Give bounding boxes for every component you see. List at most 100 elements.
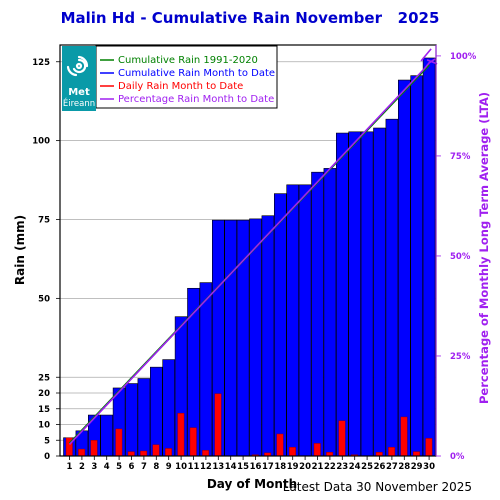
x-tick-label: 28	[398, 462, 410, 472]
y-tick-label: 125	[32, 58, 50, 68]
met-eireann-logo: Met Éireann	[62, 46, 96, 111]
daily-bar-day-30	[425, 438, 433, 457]
x-tick-label: 23	[336, 462, 348, 472]
y-tick-label: 0	[44, 452, 50, 462]
chart-title: Malin Hd - Cumulative Rain November 2025	[60, 9, 440, 27]
x-tick-label: 27	[386, 462, 398, 472]
x-tick-label: 30	[423, 462, 435, 472]
x-tick-label: 20	[299, 462, 311, 472]
legend-label-cumulative: Cumulative Rain Month to Date	[118, 68, 275, 79]
x-tick-label: 10	[175, 462, 187, 472]
legend-box	[95, 45, 278, 109]
daily-bar-day-8	[152, 444, 160, 457]
y-tick-label: 100	[32, 137, 50, 147]
cumulative-bar-day-26	[373, 127, 386, 457]
latest-data-note: Latest Data 30 November 2025	[282, 480, 472, 494]
cumulative-bar-day-21	[311, 171, 324, 457]
x-tick-label: 13	[212, 462, 224, 472]
cumulative-bar-day-4	[100, 414, 113, 457]
legend-label-daily: Daily Rain Month to Date	[118, 81, 243, 92]
cumulative-bar-day-22	[323, 168, 337, 457]
x-tick-label: 2	[79, 462, 85, 472]
x-tick-label: 22	[324, 462, 336, 472]
x-tick-label: 18	[274, 462, 286, 472]
daily-bar-day-5	[115, 428, 123, 457]
daily-bar-day-29	[413, 451, 420, 457]
y-tick-label: 50	[38, 294, 50, 304]
logo-text-met: Met	[68, 87, 90, 98]
x-tick-label: 1	[67, 462, 73, 472]
daily-bar-day-21	[313, 443, 321, 457]
y-tick-label: 25	[38, 373, 50, 383]
daily-bars	[65, 393, 433, 457]
x-tick-label: 25	[361, 462, 373, 472]
x-tick-label: 17	[262, 462, 274, 472]
cumulative-bar-day-19	[286, 184, 300, 457]
cumulative-bar-day-25	[360, 131, 374, 457]
cumulative-bar-day-7	[137, 378, 151, 457]
cumulative-bar-day-14	[224, 219, 237, 457]
x-tick-label: 3	[91, 462, 97, 472]
cumulative-bar-day-30	[422, 57, 436, 457]
y2-tick-label: 75%	[450, 152, 471, 162]
daily-bar-day-11	[189, 427, 197, 457]
x-tick-label: 4	[104, 462, 110, 472]
daily-bar-day-6	[127, 451, 135, 457]
daily-bar-day-18	[276, 433, 284, 457]
daily-bar-day-3	[90, 440, 98, 457]
x-tick-label: 12	[200, 462, 212, 472]
x-tick-label: 29	[411, 462, 423, 472]
daily-bar-day-19	[289, 446, 296, 457]
daily-bar-day-28	[400, 416, 408, 457]
y2-axis-ticks: 0% 25% 50% 75% 100%	[435, 45, 477, 462]
x-tick-label: 26	[374, 462, 386, 472]
cumulative-bar-day-16	[249, 218, 262, 457]
daily-bar-day-9	[164, 448, 172, 457]
x-tick-label: 16	[250, 462, 262, 472]
daily-bar-day-23	[338, 420, 346, 457]
y-tick-label: 75	[38, 216, 50, 226]
legend-label-percentage: Percentage Rain Month to Date	[118, 94, 274, 105]
cumulative-bar-day-9	[162, 359, 175, 457]
daily-bar-day-12	[202, 450, 210, 457]
cumulative-bar-day-27	[385, 118, 399, 457]
y2-axis-label: Percentage of Monthly Long Term Average …	[477, 92, 491, 404]
x-tick-label: 24	[349, 462, 361, 472]
cumulative-bar-day-17	[261, 215, 275, 457]
legend: Cumulative Rain 1991-2020 Cumulative Rai…	[95, 45, 278, 109]
x-tick-label: 11	[188, 462, 200, 472]
x-tick-label: 9	[166, 462, 172, 472]
daily-bar-day-7	[140, 450, 148, 457]
x-tick-label: 7	[141, 462, 147, 472]
y-tick-label: 15	[38, 405, 50, 415]
cumulative-bar-day-23	[335, 132, 349, 457]
cumulative-bars	[63, 57, 436, 457]
cumulative-bar-day-20	[298, 184, 312, 457]
y-tick-label: 20	[38, 389, 50, 399]
x-axis-label: Day of Month	[207, 477, 297, 491]
daily-bar-day-2	[78, 448, 86, 457]
x-tick-label: 6	[129, 462, 135, 472]
cumulative-bar-day-28	[397, 79, 411, 457]
x-tick-label: 15	[237, 462, 249, 472]
x-axis-ticks: 1 2 3 4 5 6 7 8 9 10 11 12 13 14 15 16 17 18 19 20 21 22 23 24 2…	[67, 456, 435, 472]
cumulative-bar-day-6	[125, 383, 138, 457]
daily-bar-day-27	[388, 446, 396, 457]
x-tick-label: 21	[312, 462, 324, 472]
y2-tick-label: 0%	[450, 452, 465, 462]
cumulative-bar-day-24	[348, 131, 362, 457]
x-tick-label: 5	[116, 462, 122, 472]
daily-bar-day-13	[214, 393, 222, 457]
y-tick-label: 10	[38, 421, 50, 431]
legend-label-lta: Cumulative Rain 1991-2020	[118, 55, 258, 66]
daily-bar-day-10	[177, 412, 185, 457]
x-tick-label: 19	[287, 462, 299, 472]
cumulative-bar-day-29	[410, 75, 424, 457]
y-tick-label: 5	[44, 436, 50, 446]
cumulative-bar-day-12	[199, 282, 213, 457]
y2-tick-label: 50%	[450, 252, 471, 262]
y2-tick-label: 25%	[450, 352, 471, 362]
cumulative-bar-day-8	[150, 366, 163, 457]
y-axis-ticks: 0 5 10 15 20 25 50 75 100 125	[32, 58, 60, 462]
